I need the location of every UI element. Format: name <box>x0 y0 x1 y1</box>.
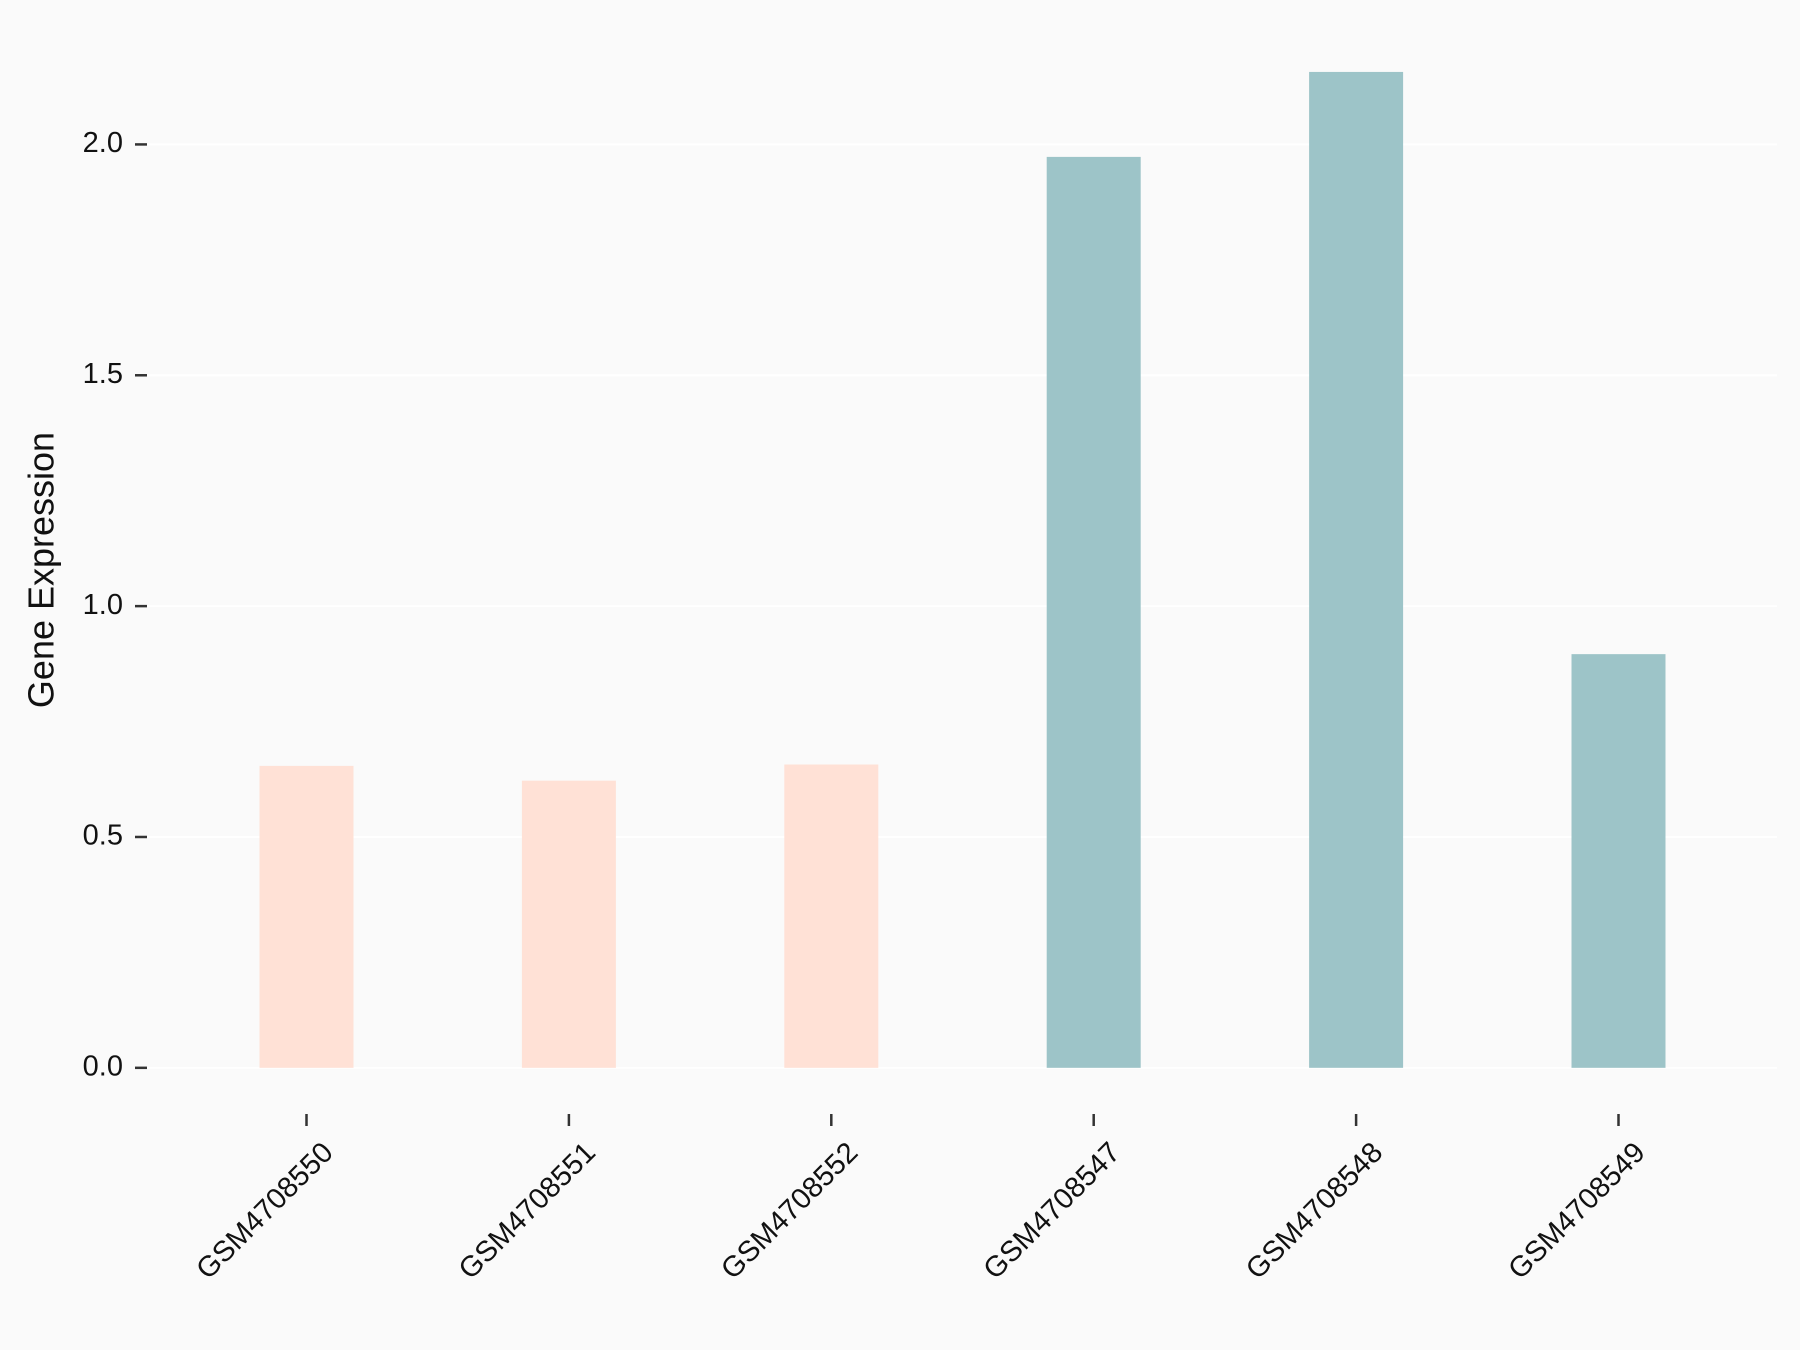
y-tick-label: 1.5 <box>83 358 123 390</box>
y-axis-title: Gene Expression <box>21 432 62 708</box>
bar <box>259 765 354 1068</box>
y-tick-label: 0.5 <box>83 820 123 852</box>
bar <box>1309 71 1404 1068</box>
y-tick-label: 2.0 <box>83 127 123 159</box>
bar <box>1571 654 1666 1068</box>
bar <box>521 780 616 1068</box>
y-tick-label: 1.0 <box>83 589 123 621</box>
y-tick-label: 0.0 <box>83 1050 123 1082</box>
bar <box>1046 156 1141 1068</box>
bar <box>784 764 879 1068</box>
